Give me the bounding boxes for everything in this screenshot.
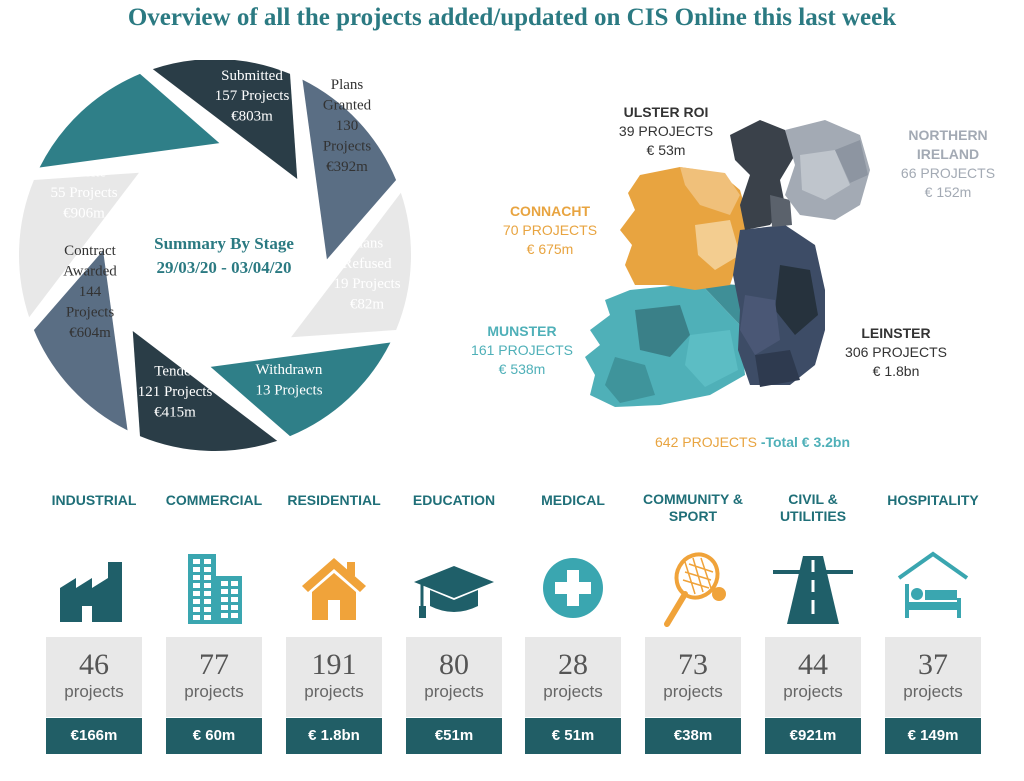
stage-segment (302, 79, 397, 260)
category-count-box: 44 projects (765, 637, 861, 717)
region-value: € 538m (498, 361, 546, 377)
category-count: 191 (311, 648, 357, 681)
category-count: 80 (439, 648, 469, 681)
stage-label: PlansSubmitted157 Projects€803m (215, 60, 290, 125)
category-value: €166m (46, 718, 142, 754)
category-count: 28 (558, 648, 588, 681)
connacht-region (620, 167, 750, 290)
category-count-box: 77 projects (166, 637, 262, 717)
stage-label: Tender 121 Projects €415m (138, 364, 213, 421)
stage-label: Plans Granted 130 Projects €392m (323, 77, 372, 175)
region-label-northern-ireland: NORTHERN IRELAND 66 PROJECTS € 152m (880, 126, 1016, 202)
category-label: CIVIL & UTILITIES (779, 491, 847, 524)
stage-segment (210, 342, 391, 437)
leinster-region (733, 225, 825, 387)
stage-segment (132, 331, 278, 451)
category-unit: projects (424, 682, 484, 701)
region-name: ULSTER ROI (623, 104, 709, 120)
category-count: 37 (918, 648, 948, 681)
total-projects: 642 PROJECTS (655, 434, 757, 450)
total-value: -Total € 3.2bn (760, 434, 851, 450)
stage-segment (33, 250, 128, 431)
region-value: € 1.8bn (872, 363, 920, 379)
region-projects: 39 PROJECTS (618, 123, 714, 139)
hotel-bed-icon (893, 548, 973, 628)
region-label-connacht: CONNACHT 70 PROJECTS € 675m (478, 202, 622, 259)
stage-label: Plans Refused 19 Projects €82m (333, 235, 400, 312)
stage-segment (291, 192, 411, 338)
region-projects: 306 PROJECTS (845, 344, 947, 360)
category-unit: projects (304, 682, 364, 701)
category-unit: projects (184, 682, 244, 701)
category-label: RESIDENTIAL (287, 492, 381, 508)
category-label: MEDICAL (541, 492, 605, 508)
stage-label: On-site 55 Projects €906m (50, 165, 117, 222)
category-count-box: 73 projects (645, 637, 741, 717)
category-unit: projects (663, 682, 723, 701)
category-label: HOSPITALITY (887, 492, 979, 508)
factory-icon (54, 548, 134, 628)
stage-segment (19, 172, 139, 318)
category-value: € 149m (885, 718, 981, 754)
region-projects: 66 PROJECTS (900, 165, 996, 181)
ireland-map (585, 120, 870, 407)
category-value: €38m (645, 718, 741, 754)
region-value: € 53m (646, 142, 686, 158)
category-unit: projects (903, 682, 963, 701)
stage-segment (39, 73, 220, 168)
region-name: LEINSTER (861, 325, 931, 341)
summary-dates: 29/03/20 - 03/04/20 (156, 258, 291, 277)
region-name: CONNACHT (509, 203, 591, 219)
category-value: €921m (765, 718, 861, 754)
tennis-racket-icon (653, 548, 733, 628)
page-title: Overview of all the projects added/updat… (127, 4, 897, 31)
region-value: € 675m (526, 241, 574, 257)
category-count-box: 46 projects (46, 637, 142, 717)
house-icon (294, 548, 374, 628)
category-count: 46 (79, 648, 109, 681)
ulster-roi-region (730, 120, 795, 230)
graduation-cap-icon (414, 548, 494, 628)
total-summary: 642 PROJECTS -Total € 3.2bn (655, 434, 850, 450)
category-value: € 60m (166, 718, 262, 754)
category-count: 77 (199, 648, 229, 681)
northern-ireland-region (785, 120, 870, 220)
building-icon (174, 548, 254, 628)
category-count-box: 37 projects (885, 637, 981, 717)
summary-title: Summary By Stage (154, 234, 294, 253)
region-name: NORTHERN IRELAND (908, 127, 988, 162)
region-label-ulster: ULSTER ROI 39 PROJECTS € 53m (596, 103, 736, 160)
stage-label: Contract Awarded 144 Projects €604m (63, 243, 117, 341)
category-count: 73 (678, 648, 708, 681)
region-label-leinster: LEINSTER 306 PROJECTS € 1.8bn (826, 324, 966, 381)
category-label: INDUSTRIAL (51, 492, 137, 508)
category-value: €51m (406, 718, 502, 754)
category-label: COMMERCIAL (165, 492, 263, 508)
munster-region (585, 283, 745, 407)
category-label: EDUCATION (412, 492, 496, 508)
category-value: € 1.8bn (286, 718, 382, 754)
category-label: COMMUNITY & SPORT (642, 491, 744, 524)
category-unit: projects (64, 682, 124, 701)
category-unit: projects (543, 682, 603, 701)
category-count-box: 80 projects (406, 637, 502, 717)
region-projects: 70 PROJECTS (502, 222, 598, 238)
region-label-munster: MUNSTER 161 PROJECTS € 538m (452, 322, 592, 379)
road-icon (773, 548, 853, 628)
stage-ring-chart: Pre Planning1 ProjectPlansSubmitted157 P… (19, 60, 411, 451)
medical-cross-icon (533, 548, 613, 628)
region-value: € 152m (924, 184, 972, 200)
stage-segment (152, 60, 298, 179)
region-projects: 161 PROJECTS (471, 342, 573, 358)
category-count: 44 (798, 648, 828, 681)
category-count-box: 28 projects (525, 637, 621, 717)
stage-label: Plans Withdrawn 13 Projects (255, 342, 322, 399)
category-value: € 51m (525, 718, 621, 754)
category-count-box: 191 projects (286, 637, 382, 717)
category-unit: projects (783, 682, 843, 701)
region-name: MUNSTER (487, 323, 557, 339)
